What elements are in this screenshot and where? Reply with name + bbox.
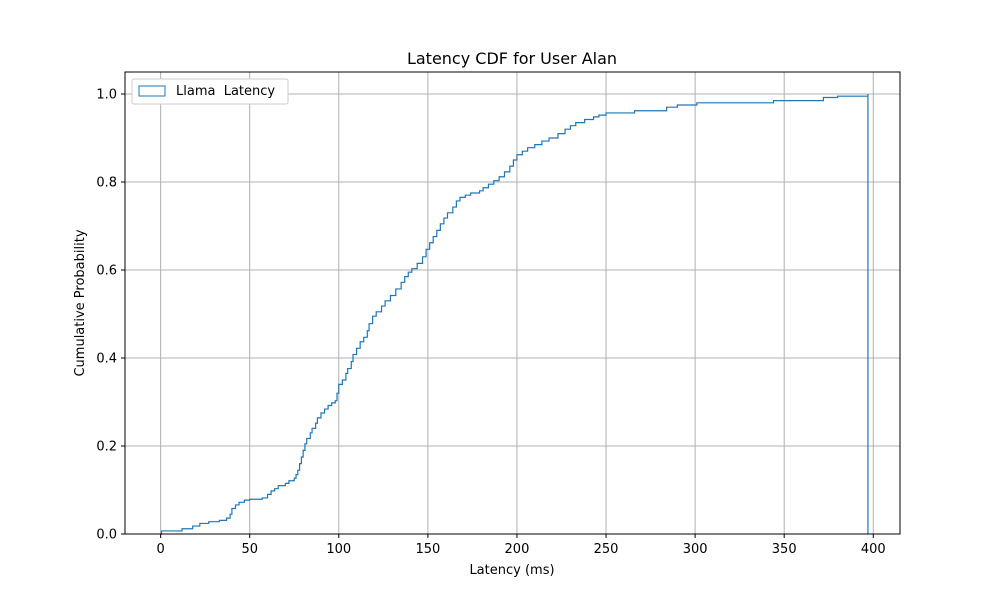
cdf-step-line [160,94,869,535]
x-tick-label: 400 [861,542,886,557]
x-tick-label: 350 [772,542,797,557]
y-tick-label: 0.0 [96,528,117,543]
plot-frame [124,71,901,535]
x-tick-label: 100 [326,542,351,557]
x-tick-label: 200 [505,542,530,557]
y-tick-label: 0.8 [96,176,117,191]
chart-title: Latency CDF for User Alan [407,49,617,68]
legend-box [131,78,289,105]
x-axis-ticks: 0 50 100 150 200 250 300 350 400 [156,534,886,557]
series-layer [160,94,869,535]
y-tick-label: 0.2 [96,440,117,455]
legend: Llama Latency [131,78,289,105]
y-axis-ticks: 0.0 0.2 0.4 0.6 0.8 1.0 [96,88,125,543]
y-axis-label: Cumulative Probability [73,229,88,376]
x-tick-label: 150 [415,542,440,557]
x-tick-label: 250 [594,542,619,557]
y-tick-label: 1.0 [96,88,117,103]
y-tick-label: 0.4 [96,352,117,367]
legend-label: Llama Latency [176,84,275,99]
x-tick-label: 300 [683,542,708,557]
y-tick-label: 0.6 [96,264,117,279]
x-tick-label: 0 [156,542,164,557]
x-tick-label: 50 [241,542,258,557]
legend-swatch [138,85,166,97]
x-axis-label: Latency (ms) [469,563,554,578]
